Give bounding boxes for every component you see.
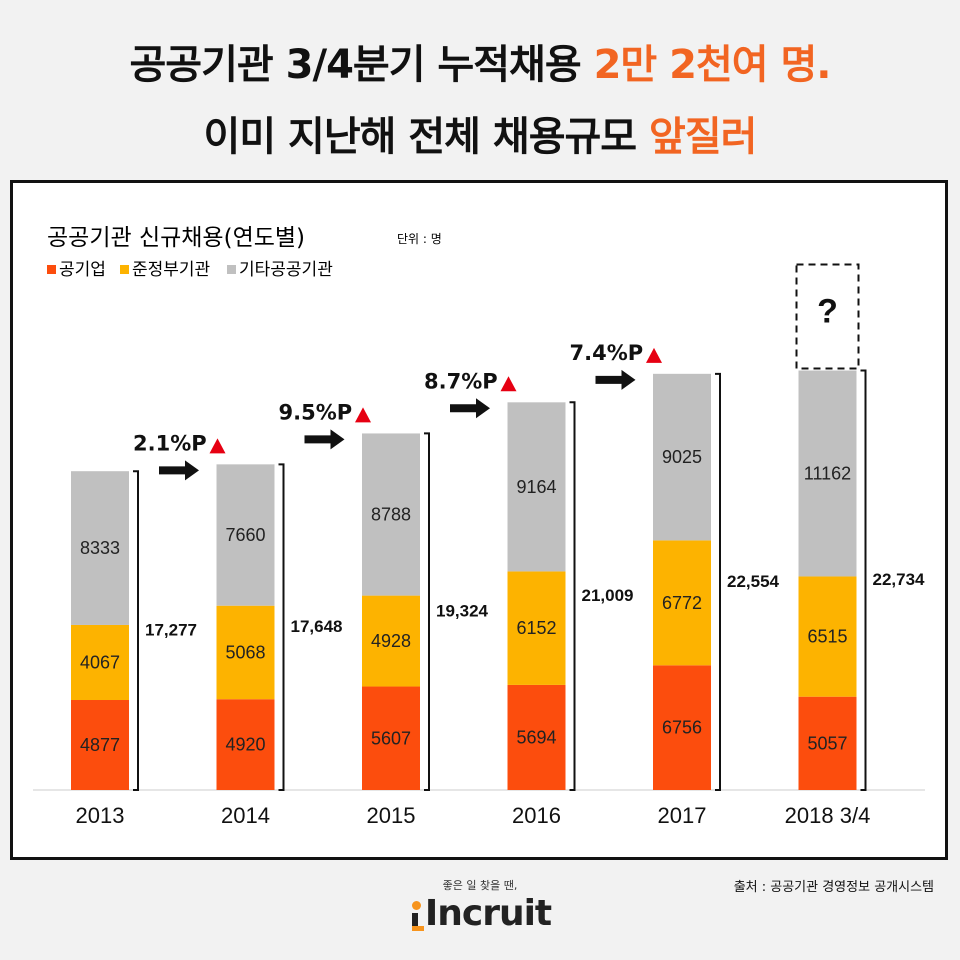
x-tick-label-1: 2014 — [221, 803, 270, 828]
growth-up-icon-1 — [355, 407, 371, 423]
bar-1-value-1: 5068 — [225, 642, 265, 662]
legend-label-1: 준정부기관 — [132, 260, 210, 280]
growth-up-icon-0 — [209, 438, 226, 454]
x-tick-label-0: 2013 — [76, 803, 125, 828]
bar-2-segment-1 — [362, 595, 420, 687]
total-label-2: 19,324 — [436, 602, 489, 621]
bar-stacks: 4877 4067 8333 2013 17,277 4920 5068 7660 2014 17… — [71, 263, 926, 828]
bar-4-segment-1 — [653, 540, 711, 666]
bar-0-segment-0 — [71, 700, 129, 790]
growth-label-2: 8.7%P — [424, 369, 498, 393]
bar-4-value-1: 6772 — [662, 593, 702, 613]
bar-3-segment-0 — [507, 684, 566, 790]
bracket-5 — [860, 369, 867, 791]
logo-mark-icon — [409, 895, 424, 931]
headline-line-1: 공공기관 3/4분기 누적채용 2만 2천여 명. — [0, 32, 960, 90]
bar-3-segment-2 — [507, 402, 566, 572]
x-tick-label-5: 2018 3/4 — [785, 803, 871, 828]
legend-swatch-0 — [47, 265, 56, 274]
bar-4-segment-2 — [653, 373, 711, 541]
bar-2-value-0: 5607 — [371, 728, 411, 748]
total-label-0: 17,277 — [145, 621, 197, 640]
growth-arrow-icon-2 — [450, 398, 490, 419]
headline-line-1-highlight: 2만 2천여 명. — [593, 42, 832, 88]
legend-label-2: 기타공공기관 — [239, 260, 333, 280]
bar-2-segment-2 — [362, 433, 420, 596]
bar-1-segment-0 — [216, 699, 275, 790]
legend-label-0: 공기업 — [59, 260, 106, 280]
bar-0-value-1: 4067 — [80, 652, 120, 672]
headline-line-2-highlight: 앞질러 — [649, 114, 757, 160]
bracket-0 — [133, 470, 139, 791]
bar-3-segment-1 — [507, 571, 566, 685]
bar-0-segment-2 — [71, 471, 129, 625]
growth-arrow-icon-3 — [595, 369, 636, 390]
bar-4-segment-0 — [653, 665, 711, 790]
bracket-1 — [278, 463, 285, 791]
headline-line-1-text: 공공기관 3/4분기 누적채용 — [129, 42, 594, 88]
bar-5-segment-1 — [798, 576, 857, 697]
x-tick-label-4: 2017 — [658, 803, 707, 828]
growth-arrow-icon-1 — [304, 429, 345, 450]
bar-0-value-2: 8333 — [80, 538, 120, 558]
total-label-3: 21,009 — [582, 586, 634, 605]
growth-label-0: 2.1%P — [133, 431, 207, 455]
x-tick-label-3: 2016 — [512, 803, 561, 828]
growth-label-3: 7.4%P — [570, 341, 644, 365]
legend-swatch-1 — [120, 265, 129, 274]
growth-label-1: 9.5%P — [279, 400, 353, 424]
chart-legend: 공기업 준정부기관 기타공공기관 — [47, 260, 333, 280]
bar-2-value-1: 4928 — [371, 631, 411, 651]
total-label-4: 22,554 — [727, 572, 780, 591]
bar-3-value-0: 5694 — [516, 727, 556, 747]
legend-swatch-2 — [227, 265, 236, 274]
bar-3-value-1: 6152 — [516, 618, 556, 638]
bar-5-segment-0 — [798, 696, 857, 790]
x-tick-label-2: 2015 — [367, 803, 416, 828]
chart-title: 공공기관 신규채용(연도별) — [47, 225, 305, 251]
bar-1-value-2: 7660 — [225, 525, 265, 545]
chart-unit: 단위 : 명 — [397, 232, 442, 246]
bar-3-value-2: 9164 — [516, 477, 556, 497]
bar-4-value-2: 9025 — [662, 447, 702, 467]
chart: 공공기관 신규채용(연도별) 단위 : 명 공기업 준정부기관 기타공공기관 487… — [33, 225, 926, 828]
bracket-3 — [569, 401, 576, 791]
bar-4-value-0: 6756 — [662, 718, 702, 738]
bar-5-value-0: 5057 — [807, 733, 847, 753]
bar-1-segment-2 — [216, 464, 275, 606]
total-label-1: 17,648 — [291, 617, 343, 636]
bar-1-value-0: 4920 — [225, 735, 265, 755]
growth-arrow-icon-0 — [159, 460, 199, 481]
total-label-5: 22,734 — [873, 570, 926, 589]
incruit-logo: Incruit — [0, 893, 960, 934]
bar-1-segment-1 — [216, 605, 275, 700]
bracket-4 — [715, 372, 721, 791]
bar-5-value-1: 6515 — [807, 627, 847, 647]
unknown-box — [795, 263, 860, 370]
bracket-2 — [424, 432, 430, 791]
bar-5-segment-2 — [798, 370, 857, 577]
headline-line-2-text: 이미 지난해 전체 채용규모 — [203, 114, 650, 160]
bar-5-value-2: 11162 — [804, 463, 851, 483]
unknown-marker: ? — [817, 292, 838, 330]
bar-2-segment-0 — [362, 686, 420, 790]
bar-0-value-0: 4877 — [80, 735, 120, 755]
footer-tagline: 좋은 일 찾을 땐, — [442, 879, 518, 892]
growth-up-icon-3 — [646, 347, 662, 363]
source-note: 출처 : 공공기관 경영정보 공개시스템 — [733, 880, 934, 895]
growth-up-icon-2 — [500, 376, 517, 392]
logo-text: Incruit — [424, 893, 552, 934]
headline-line-2: 이미 지난해 전체 채용규모 앞질러 — [0, 104, 960, 162]
bar-2-value-2: 8788 — [371, 505, 411, 525]
chart-panel: 공공기관 신규채용(연도별) 단위 : 명 공기업 준정부기관 기타공공기관 487… — [10, 180, 948, 860]
bar-0-segment-1 — [71, 624, 129, 701]
